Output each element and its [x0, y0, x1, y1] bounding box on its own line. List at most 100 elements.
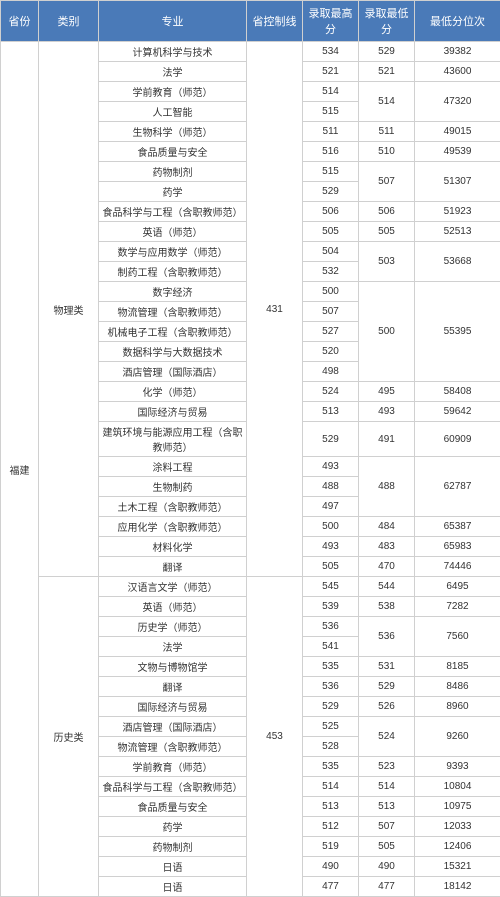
high-score-cell: 525 — [303, 717, 359, 737]
high-score-cell: 514 — [303, 82, 359, 102]
major-cell: 制药工程（含职教师范） — [99, 262, 247, 282]
low-score-cell: 531 — [359, 657, 415, 677]
rank-cell: 53668 — [415, 242, 500, 282]
rank-cell: 18142 — [415, 877, 500, 897]
admissions-table: 省份类别专业省控制线录取最高分录取最低分最低分位次 福建物理类计算机科学与技术4… — [0, 0, 500, 897]
high-score-cell: 515 — [303, 102, 359, 122]
major-cell: 物流管理（含职教师范） — [99, 737, 247, 757]
low-score-cell: 507 — [359, 817, 415, 837]
major-cell: 日语 — [99, 877, 247, 897]
low-score-cell: 470 — [359, 557, 415, 577]
major-cell: 翻译 — [99, 677, 247, 697]
rank-cell: 9260 — [415, 717, 500, 757]
province-cell: 福建 — [1, 42, 39, 897]
high-score-cell: 534 — [303, 42, 359, 62]
low-score-cell: 490 — [359, 857, 415, 877]
category-cell: 历史类 — [39, 577, 99, 897]
high-score-cell: 506 — [303, 202, 359, 222]
major-cell: 化学（师范） — [99, 382, 247, 402]
control-line-cell: 431 — [247, 42, 303, 577]
major-cell: 药学 — [99, 817, 247, 837]
rank-cell: 8486 — [415, 677, 500, 697]
high-score-cell: 524 — [303, 382, 359, 402]
low-score-cell: 521 — [359, 62, 415, 82]
rank-cell: 51923 — [415, 202, 500, 222]
high-score-cell: 507 — [303, 302, 359, 322]
col-header-2: 专业 — [99, 1, 247, 42]
low-score-cell: 507 — [359, 162, 415, 202]
low-score-cell: 505 — [359, 222, 415, 242]
low-score-cell: 526 — [359, 697, 415, 717]
low-score-cell: 510 — [359, 142, 415, 162]
low-score-cell: 495 — [359, 382, 415, 402]
high-score-cell: 513 — [303, 402, 359, 422]
major-cell: 国际经济与贸易 — [99, 697, 247, 717]
major-cell: 学前教育（师范） — [99, 757, 247, 777]
low-score-cell: 505 — [359, 837, 415, 857]
major-cell: 国际经济与贸易 — [99, 402, 247, 422]
high-score-cell: 514 — [303, 777, 359, 797]
rank-cell: 10804 — [415, 777, 500, 797]
high-score-cell: 539 — [303, 597, 359, 617]
major-cell: 食品科学与工程（含职教师范） — [99, 202, 247, 222]
major-cell: 英语（师范） — [99, 222, 247, 242]
high-score-cell: 527 — [303, 322, 359, 342]
high-score-cell: 535 — [303, 657, 359, 677]
major-cell: 数据科学与大数据技术 — [99, 342, 247, 362]
high-score-cell: 528 — [303, 737, 359, 757]
rank-cell: 52513 — [415, 222, 500, 242]
major-cell: 文物与博物馆学 — [99, 657, 247, 677]
high-score-cell: 505 — [303, 557, 359, 577]
low-score-cell: 529 — [359, 677, 415, 697]
major-cell: 材料化学 — [99, 537, 247, 557]
high-score-cell: 520 — [303, 342, 359, 362]
high-score-cell: 497 — [303, 497, 359, 517]
high-score-cell: 500 — [303, 282, 359, 302]
low-score-cell: 544 — [359, 577, 415, 597]
high-score-cell: 511 — [303, 122, 359, 142]
high-score-cell: 529 — [303, 182, 359, 202]
low-score-cell: 514 — [359, 777, 415, 797]
low-score-cell: 488 — [359, 457, 415, 517]
low-score-cell: 523 — [359, 757, 415, 777]
rank-cell: 65983 — [415, 537, 500, 557]
high-score-cell: 519 — [303, 837, 359, 857]
table-row: 历史类汉语言文学（师范）4535455446495 — [1, 577, 500, 597]
major-cell: 数字经济 — [99, 282, 247, 302]
major-cell: 学前教育（师范） — [99, 82, 247, 102]
major-cell: 翻译 — [99, 557, 247, 577]
col-header-5: 录取最低分 — [359, 1, 415, 42]
col-header-1: 类别 — [39, 1, 99, 42]
rank-cell: 7560 — [415, 617, 500, 657]
rank-cell: 65387 — [415, 517, 500, 537]
low-score-cell: 491 — [359, 422, 415, 457]
major-cell: 人工智能 — [99, 102, 247, 122]
high-score-cell: 513 — [303, 797, 359, 817]
rank-cell: 43600 — [415, 62, 500, 82]
major-cell: 土木工程（含职教师范） — [99, 497, 247, 517]
low-score-cell: 513 — [359, 797, 415, 817]
high-score-cell: 488 — [303, 477, 359, 497]
high-score-cell: 493 — [303, 457, 359, 477]
major-cell: 物流管理（含职教师范） — [99, 302, 247, 322]
rank-cell: 55395 — [415, 282, 500, 382]
low-score-cell: 483 — [359, 537, 415, 557]
low-score-cell: 538 — [359, 597, 415, 617]
high-score-cell: 490 — [303, 857, 359, 877]
col-header-4: 录取最高分 — [303, 1, 359, 42]
high-score-cell: 529 — [303, 422, 359, 457]
major-cell: 涂料工程 — [99, 457, 247, 477]
low-score-cell: 503 — [359, 242, 415, 282]
low-score-cell: 511 — [359, 122, 415, 142]
high-score-cell: 493 — [303, 537, 359, 557]
low-score-cell: 477 — [359, 877, 415, 897]
major-cell: 药学 — [99, 182, 247, 202]
major-cell: 食品科学与工程（含职教师范） — [99, 777, 247, 797]
high-score-cell: 500 — [303, 517, 359, 537]
table-body: 福建物理类计算机科学与技术43153452939382法学52152143600… — [1, 42, 500, 897]
table-row: 福建物理类计算机科学与技术43153452939382 — [1, 42, 500, 62]
high-score-cell: 498 — [303, 362, 359, 382]
rank-cell: 49539 — [415, 142, 500, 162]
high-score-cell: 536 — [303, 677, 359, 697]
major-cell: 食品质量与安全 — [99, 797, 247, 817]
